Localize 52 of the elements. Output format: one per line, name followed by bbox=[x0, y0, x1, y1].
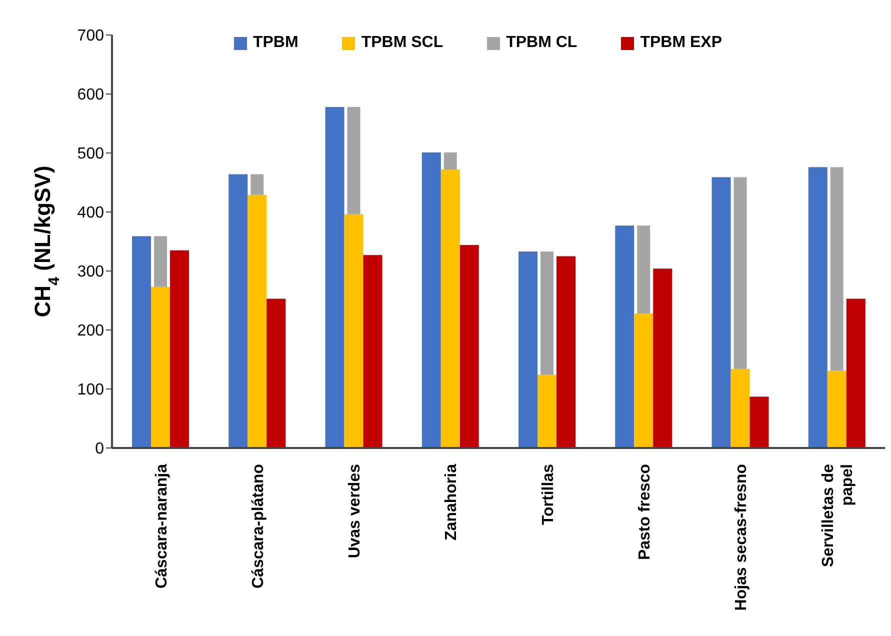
bar bbox=[518, 252, 538, 448]
bar bbox=[634, 313, 654, 448]
y-tick-label: 700 bbox=[77, 28, 104, 45]
y-tick-label: 400 bbox=[77, 204, 104, 222]
x-tick-label: Zanahoria bbox=[443, 464, 460, 540]
bar bbox=[712, 177, 731, 448]
x-tick-label: Uvas verdes bbox=[346, 464, 364, 558]
y-tick-label: 500 bbox=[77, 146, 104, 163]
bar bbox=[750, 396, 769, 448]
bar bbox=[266, 298, 286, 448]
legend-label: TPBM EXP bbox=[640, 34, 722, 52]
bar bbox=[170, 250, 189, 448]
x-tick-label: Cáscara-plátano bbox=[250, 464, 267, 588]
bar bbox=[540, 252, 554, 375]
bar bbox=[344, 214, 364, 448]
bar bbox=[248, 194, 267, 448]
x-tick-label: Servilletas de papel bbox=[820, 464, 856, 568]
y-tick-label: 200 bbox=[77, 322, 104, 340]
bar bbox=[228, 174, 248, 448]
bar bbox=[734, 177, 747, 369]
bar bbox=[460, 245, 479, 448]
bar bbox=[250, 174, 264, 195]
x-tick-label: Tortillas bbox=[540, 464, 557, 526]
bar bbox=[325, 106, 344, 448]
bar bbox=[846, 298, 866, 448]
bar bbox=[538, 374, 556, 448]
bar bbox=[363, 255, 382, 448]
bar bbox=[827, 370, 846, 448]
bar bbox=[830, 167, 844, 371]
y-tick-label: 300 bbox=[77, 264, 104, 281]
y-tick-label: 100 bbox=[77, 382, 104, 399]
y-tick-label: 600 bbox=[77, 86, 104, 104]
bar bbox=[132, 236, 151, 448]
bar bbox=[556, 256, 576, 448]
bar bbox=[151, 286, 170, 448]
bar bbox=[730, 368, 750, 448]
bar bbox=[154, 236, 167, 287]
legend-label: TPBM bbox=[252, 34, 298, 52]
bar bbox=[440, 170, 460, 448]
x-tick-label: Cáscara-naranja bbox=[153, 464, 170, 589]
bar bbox=[615, 226, 634, 448]
bar bbox=[347, 106, 360, 214]
bar bbox=[422, 152, 441, 448]
bar bbox=[444, 152, 457, 170]
bar bbox=[637, 226, 650, 314]
y-tick-label: 0 bbox=[95, 440, 104, 458]
x-tick-label: Hojas secas-fresno bbox=[733, 464, 750, 611]
x-tick-label: Pasto fresco bbox=[636, 464, 654, 560]
bar bbox=[653, 268, 672, 448]
bar bbox=[808, 167, 828, 448]
legend-label: TPBM SCL bbox=[361, 34, 444, 52]
legend-label: TPBM CL bbox=[506, 34, 578, 52]
